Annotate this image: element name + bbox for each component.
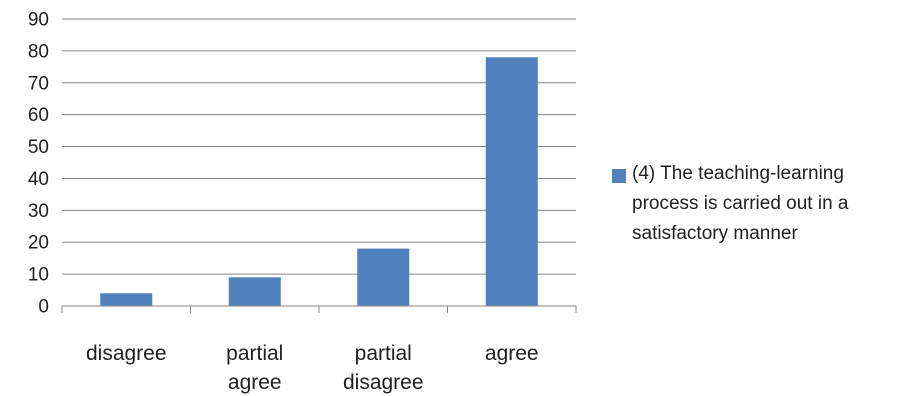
- bar: [228, 277, 281, 306]
- y-tick-label: 0: [38, 297, 49, 318]
- y-tick-label: 60: [28, 105, 49, 126]
- y-tick-label: 40: [28, 169, 49, 190]
- x-category-label: disagree: [86, 342, 167, 365]
- x-category-label: agree: [485, 342, 539, 365]
- bar: [100, 293, 153, 306]
- y-axis-tick-labels: 0 10 20 30 40 50 60 70 80 90: [28, 10, 49, 318]
- bar: [485, 57, 538, 307]
- legend-label-line: satisfactory manner: [632, 223, 798, 244]
- x-category-label-line: partial: [226, 342, 283, 365]
- y-tick-label: 50: [28, 137, 49, 158]
- x-category-label: partial disagree: [343, 342, 424, 394]
- gridlines: [62, 18, 576, 275]
- x-category-label: partial agree: [226, 342, 283, 394]
- y-tick-label: 80: [28, 41, 49, 62]
- x-axis-tick-marks: [61, 306, 577, 313]
- legend-label-line: (4) The teaching-learning: [632, 163, 844, 184]
- x-category-label-line: disagree: [343, 371, 424, 394]
- legend: (4) The teaching-learning process is car…: [612, 163, 912, 249]
- y-tick-label: 90: [28, 10, 49, 31]
- bar: [357, 248, 410, 306]
- legend-swatch: [612, 169, 626, 183]
- bars: [100, 57, 538, 307]
- y-tick-label: 10: [28, 265, 49, 286]
- x-category-label-line: agree: [485, 342, 539, 365]
- legend-label: (4) The teaching-learning process is car…: [632, 159, 912, 249]
- y-tick-label: 20: [28, 233, 49, 254]
- y-tick-label: 30: [28, 201, 49, 222]
- y-tick-label: 70: [28, 73, 49, 94]
- legend-label-line: process is carried out in a: [632, 193, 849, 214]
- x-category-label-line: partial: [355, 342, 412, 365]
- x-category-label-line: disagree: [86, 342, 167, 365]
- x-axis-category-labels: disagree partial agree partial disagree agree: [86, 342, 539, 394]
- x-category-label-line: agree: [228, 371, 282, 394]
